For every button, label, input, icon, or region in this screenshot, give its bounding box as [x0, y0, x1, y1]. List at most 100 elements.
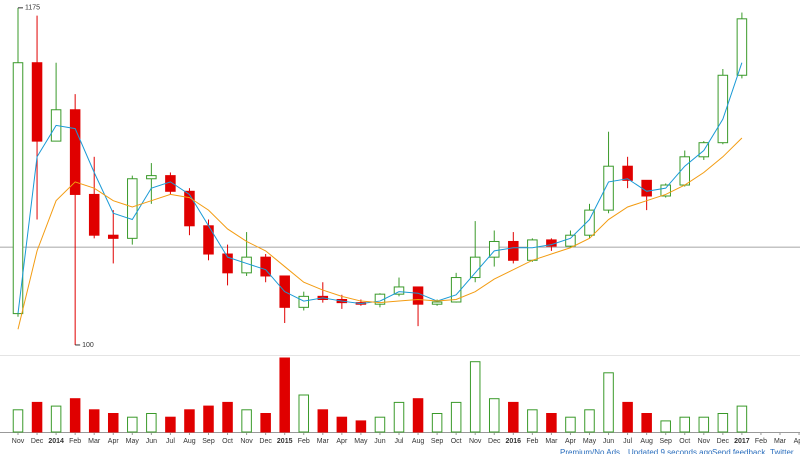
volume-bar	[50, 405, 62, 433]
volume-bar	[355, 420, 367, 433]
volume-bar	[584, 409, 595, 433]
volume-bar	[165, 416, 176, 433]
candle-body	[184, 190, 195, 227]
x-tick-label: May	[354, 438, 368, 445]
candle-body	[298, 295, 310, 308]
footer-link[interactable]: Twitter	[770, 448, 794, 454]
volume-bar	[565, 416, 576, 433]
x-tick-label: Nov	[469, 438, 482, 445]
x-tick-label: Apr	[565, 438, 577, 445]
volume-bar	[336, 416, 348, 433]
x-tick-label: Nov	[240, 438, 253, 445]
x-tick-label: Dec	[488, 438, 501, 445]
candle-body	[222, 253, 233, 274]
x-tick-label: Feb	[298, 438, 310, 445]
footer-link: Updated 9 seconds ago	[628, 448, 713, 454]
x-tick-label: Mar	[774, 438, 787, 445]
volume-bar	[679, 416, 691, 433]
volume-bar	[184, 409, 195, 433]
volume-bar	[69, 398, 81, 433]
x-tick-label: Feb	[755, 438, 767, 445]
x-tick-label: May	[583, 438, 597, 445]
x-tick-label: 2017	[734, 438, 750, 445]
low-label: 100	[82, 342, 94, 349]
x-tick-label: 2014	[48, 438, 64, 445]
x-tick-label: Dec	[31, 438, 44, 445]
volume-bar	[88, 409, 100, 433]
x-tick-label: Oct	[679, 438, 690, 445]
volume-bar	[736, 405, 748, 433]
candle-body	[469, 256, 481, 279]
footer-link[interactable]: Premium/No Ads	[560, 448, 620, 454]
candle-body	[107, 234, 119, 239]
candle-body	[565, 234, 576, 247]
candle-body	[203, 225, 214, 255]
x-tick-label: Dec	[717, 438, 730, 445]
x-tick-label: Jul	[623, 438, 632, 445]
x-tick-label: Apr	[794, 438, 800, 445]
volume-bar	[374, 416, 386, 433]
x-tick-label: Nov	[12, 438, 25, 445]
candle-body	[508, 240, 519, 261]
high-label: 1175	[25, 5, 40, 12]
volume-bar	[317, 409, 329, 433]
candle-body	[717, 74, 729, 144]
volume-bar	[203, 405, 214, 433]
volume-bar	[698, 416, 710, 433]
candle-body	[393, 286, 405, 295]
x-tick-label: Nov	[698, 438, 711, 445]
candle-body	[12, 62, 24, 315]
x-tick-label: Aug	[640, 438, 653, 445]
x-tick-label: Apr	[108, 438, 120, 445]
volume-bar	[146, 413, 157, 433]
volume-bar	[412, 398, 424, 433]
candle-body	[622, 165, 633, 181]
x-tick-label: Feb	[526, 438, 538, 445]
x-tick-label: Feb	[69, 438, 81, 445]
x-tick-label: Dec	[259, 438, 272, 445]
volume-bar	[31, 401, 43, 433]
x-tick-label: Jul	[395, 438, 404, 445]
x-tick-label: Jun	[374, 438, 385, 445]
x-tick-label: Jun	[146, 438, 157, 445]
volume-bar	[279, 357, 290, 433]
candle-body	[660, 184, 671, 197]
volume-bar	[450, 401, 462, 433]
x-tick-label: Apr	[336, 438, 348, 445]
x-tick-label: Mar	[317, 438, 330, 445]
footer-link[interactable]: Send feedback	[712, 448, 766, 454]
candle-body	[603, 165, 614, 211]
candle-body	[641, 179, 652, 197]
x-tick-label: Sep	[431, 438, 444, 445]
volume-bar	[546, 413, 557, 433]
x-tick-label: May	[126, 438, 140, 445]
candle-body	[679, 156, 691, 186]
volume-bar	[127, 416, 138, 433]
volume-bar	[660, 420, 671, 433]
volume-bar	[107, 413, 119, 433]
volume-bar	[641, 413, 652, 433]
candle-body	[412, 286, 424, 305]
volume-bar	[488, 398, 500, 433]
x-tick-label: Mar	[88, 438, 101, 445]
volume-bar	[222, 401, 233, 433]
volume-bar	[622, 401, 633, 433]
ma-line	[17, 137, 743, 330]
volume-bar	[393, 401, 405, 433]
candle-body	[146, 175, 157, 180]
candle-body	[31, 62, 43, 142]
x-tick-label: Oct	[222, 438, 233, 445]
x-tick-label: Aug	[183, 438, 196, 445]
candle-body	[69, 109, 81, 195]
candle-body	[127, 178, 138, 239]
volume-bar	[527, 409, 538, 433]
x-tick-label: Sep	[659, 438, 672, 445]
x-tick-label: Aug	[412, 438, 425, 445]
x-tick-label: Jun	[603, 438, 614, 445]
ma-line	[17, 62, 743, 314]
volume-bar	[260, 413, 271, 433]
candle-body	[488, 240, 500, 258]
volume-bar	[469, 361, 481, 433]
